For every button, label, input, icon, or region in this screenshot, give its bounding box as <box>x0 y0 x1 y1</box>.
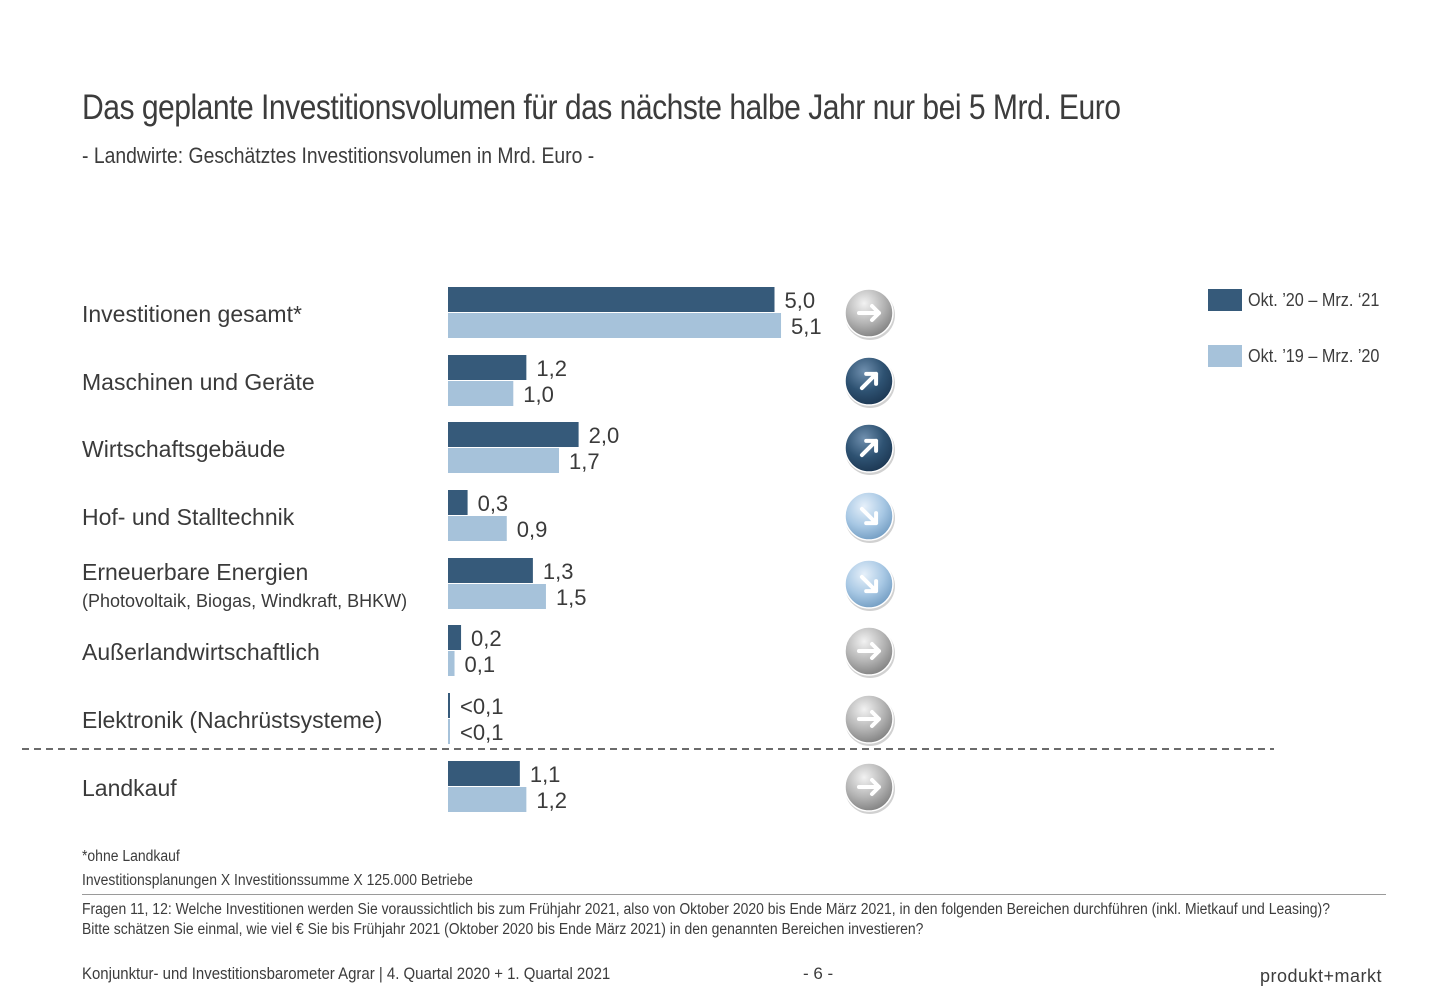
category-label: Maschinen und Geräte <box>82 369 315 395</box>
bar-previous <box>448 584 546 609</box>
value-label-current: 1,2 <box>536 356 567 381</box>
category-label: Erneuerbare Energien <box>82 559 308 585</box>
footnote-method: Investitionsplanungen X Investitionssumm… <box>82 872 473 889</box>
trend-arrow-right-icon <box>844 762 895 814</box>
page-subtitle: - Landwirte: Geschätztes Investitionsvol… <box>82 143 595 168</box>
value-label-current: <0,1 <box>460 694 503 719</box>
category-label: Wirtschaftsgebäude <box>82 436 285 462</box>
category-label: Hof- und Stalltechnik <box>82 504 295 530</box>
value-label-previous: <0,1 <box>460 720 503 745</box>
trend-arrow-right-icon <box>844 694 895 746</box>
brand-logo: produkt+markt <box>1260 966 1383 986</box>
page-number: - 6 - <box>803 964 834 983</box>
value-label-previous: 1,0 <box>523 382 554 407</box>
bar-current <box>448 761 520 786</box>
legend-item-previous: Okt. ’19 – Mrz. ’20 <box>1208 345 1394 367</box>
bar-previous <box>448 448 560 473</box>
bar-previous <box>448 651 455 676</box>
page-title: Das geplante Investitionsvolumen für das… <box>82 88 1121 127</box>
category-note: (Photovoltaik, Biogas, Windkraft, BHKW) <box>82 591 407 611</box>
trend-arrow-down-right-icon <box>844 491 895 543</box>
value-label-current: 2,0 <box>589 423 620 448</box>
value-label-previous: 0,9 <box>517 517 548 542</box>
bar-current <box>448 625 462 650</box>
bar-current <box>448 355 527 380</box>
trend-arrow-down-right-icon <box>844 559 895 611</box>
bar-current <box>448 287 775 312</box>
legend-label-current: Okt. ’20 – Mrz. ‘21 <box>1248 289 1380 310</box>
bar-previous <box>448 787 527 812</box>
value-label-previous: 5,1 <box>791 314 822 339</box>
legend-swatch-current <box>1208 289 1242 311</box>
legend-label-previous: Okt. ’19 – Mrz. ’20 <box>1248 345 1380 366</box>
footnote-asterisk: *ohne Landkauf <box>82 848 180 865</box>
value-label-current: 0,3 <box>478 491 509 516</box>
survey-question: Fragen 11, 12: Welche Investitionen werd… <box>82 901 1330 938</box>
value-label-previous: 1,5 <box>556 585 587 610</box>
bar-previous <box>448 516 507 541</box>
footer-source: Konjunktur- und Investitionsbarometer Ag… <box>82 964 611 983</box>
bar-current <box>448 422 579 447</box>
value-label-previous: 0,1 <box>465 652 496 677</box>
footnote-divider <box>82 894 1386 895</box>
trend-arrow-right-icon <box>844 626 895 678</box>
bar-previous <box>448 381 514 406</box>
value-label-previous: 1,7 <box>569 449 600 474</box>
value-label-current: 1,1 <box>530 762 561 787</box>
category-label: Landkauf <box>82 775 177 801</box>
bar-current <box>448 558 533 583</box>
category-label: Investitionen gesamt* <box>82 301 302 327</box>
legend-swatch-previous <box>1208 345 1242 367</box>
value-label-current: 5,0 <box>785 288 816 313</box>
legend-item-current: Okt. ’20 – Mrz. ‘21 <box>1208 289 1394 311</box>
category-label: Außerlandwirtschaftlich <box>82 639 320 665</box>
bar-previous <box>448 313 782 338</box>
category-label: Elektronik (Nachrüstsysteme) <box>82 707 382 733</box>
value-label-previous: 1,2 <box>536 788 567 813</box>
value-label-current: 1,3 <box>543 559 574 584</box>
bar-current <box>448 693 450 718</box>
bar-previous <box>448 719 450 744</box>
trend-arrow-right-icon <box>844 288 895 340</box>
bar-current <box>448 490 468 515</box>
trend-arrow-up-right-icon <box>844 356 895 408</box>
value-label-current: 0,2 <box>471 626 502 651</box>
trend-arrow-up-right-icon <box>844 423 895 475</box>
